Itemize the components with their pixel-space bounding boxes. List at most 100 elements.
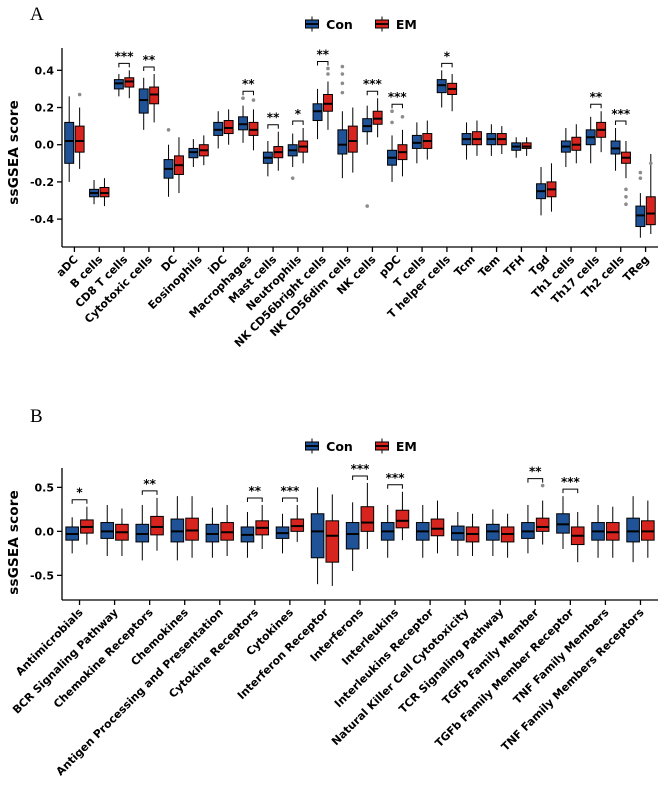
significance-stars: ** (590, 90, 603, 104)
boxplot-box (337, 129, 348, 155)
boxplot-box (360, 506, 375, 532)
legend-label-con: Con (326, 438, 353, 454)
boxplot-box (626, 517, 640, 543)
legend-item-con: Con (303, 16, 353, 32)
outlier-dot (400, 115, 405, 119)
x-category-label: TReg (620, 253, 651, 284)
y-tick-label: 0.0 (35, 139, 55, 152)
boxplot-box (645, 196, 656, 226)
outlier-dot (648, 161, 653, 166)
outlier-dot (77, 92, 82, 97)
significance-bracket (441, 62, 453, 68)
outlier-dot (638, 176, 643, 180)
significance-stars: *** (363, 77, 383, 91)
outlier-dot (624, 202, 628, 207)
significance-stars: ** (143, 477, 156, 491)
boxplot-box (64, 121, 75, 164)
panel-b-legend: Con EM (62, 438, 658, 454)
significance-stars: ** (143, 53, 156, 67)
significance-stars: * (444, 49, 451, 63)
significance-stars: ** (267, 111, 280, 125)
boxplot-key-icon (305, 16, 320, 32)
x-category-label: Antigen Processing and Presentation (54, 606, 226, 778)
boxplot-box (430, 518, 445, 537)
outlier-dot (340, 64, 345, 69)
boxplot-box (150, 515, 164, 536)
significance-bracket (141, 490, 158, 495)
y-tick-label: -0.5 (30, 569, 54, 582)
significance-bracket (352, 475, 368, 480)
boxplot-box (347, 125, 358, 153)
outlier-dot (241, 96, 245, 101)
boxplot-box (345, 522, 360, 550)
y-tick-label: 0.2 (35, 102, 55, 115)
legend-item-em: EM (373, 438, 417, 454)
boxplot-key-icon (374, 438, 389, 454)
boxplot-box (325, 520, 340, 563)
significance-bracket (267, 124, 279, 129)
significance-bracket (366, 90, 379, 96)
significance-stars: *** (351, 462, 371, 476)
boxplot-key-icon (305, 438, 320, 454)
outlier-dot (251, 98, 256, 102)
y-tick-label: 0.5 (35, 481, 55, 494)
significance-bracket (118, 62, 130, 68)
legend-label-em: EM (395, 16, 417, 32)
panel-a-legend: Con EM (62, 16, 658, 32)
legend-label-con: Con (326, 16, 353, 32)
significance-bracket (562, 488, 579, 494)
y-tick-label: 0.4 (35, 64, 55, 77)
boxplot-key-icon (374, 16, 389, 32)
significance-stars: ** (316, 47, 329, 61)
x-category-label: TFH (501, 253, 527, 279)
outlier-dot (624, 187, 628, 192)
significance-bracket (527, 478, 544, 483)
legend-item-con: Con (303, 438, 353, 454)
significance-bracket (387, 484, 403, 489)
significance-stars: ** (249, 484, 262, 498)
outlier-dot (624, 194, 628, 199)
outlier-dot (166, 128, 171, 132)
significance-bracket (615, 120, 627, 125)
legend-item-em: EM (373, 16, 417, 32)
significance-bracket (317, 60, 329, 66)
x-category-label: Tem (476, 253, 503, 280)
outlier-dot (340, 90, 345, 95)
outlier-dot (326, 72, 330, 76)
significance-stars: * (295, 107, 302, 121)
significance-stars: *** (611, 107, 631, 121)
significance-stars: *** (561, 475, 581, 489)
significance-stars: * (76, 486, 83, 500)
significance-bracket (590, 103, 602, 109)
significance-bracket (282, 497, 298, 502)
significance-bracket (391, 103, 403, 109)
significance-bracket (242, 90, 254, 96)
outlier-dot (390, 120, 394, 125)
boxplot-box (310, 513, 325, 559)
boxplot-box (74, 125, 85, 153)
outlier-dot (340, 81, 345, 86)
legend-label-em: EM (395, 438, 417, 454)
significance-stars: ** (529, 465, 542, 479)
panel-a-letter: A (30, 4, 44, 25)
significance-stars: *** (388, 90, 408, 104)
y-tick-label: -0.2 (30, 176, 54, 189)
boxplot-box (185, 517, 199, 541)
panel-b-letter: B (30, 406, 43, 427)
outlier-dot (290, 176, 295, 180)
boxplot-box (535, 517, 550, 532)
significance-stars: *** (386, 471, 406, 485)
outlier-dot (326, 66, 330, 71)
y-tick-label: 0.0 (35, 525, 55, 538)
significance-stars: *** (115, 49, 135, 63)
outlier-dot (390, 109, 394, 114)
significance-bracket (71, 499, 88, 504)
significance-stars: ** (242, 77, 255, 91)
significance-stars: *** (280, 484, 300, 498)
outlier-dot (340, 72, 345, 76)
significance-bracket (246, 497, 263, 502)
y-tick-label: -0.4 (30, 213, 54, 226)
x-category-label: Tcm (452, 253, 478, 279)
